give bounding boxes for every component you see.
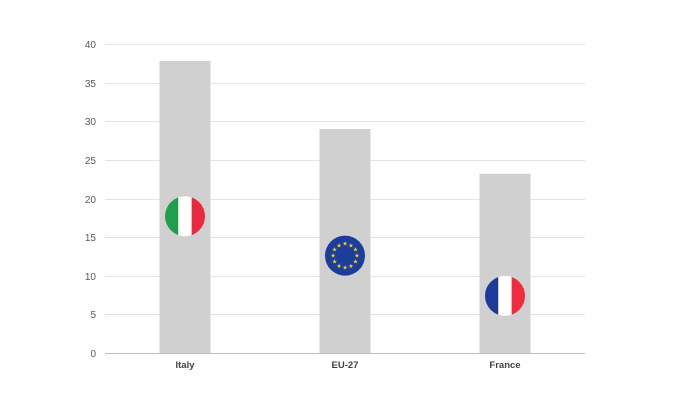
italy-flag-icon — [165, 196, 205, 237]
svg-text:★: ★ — [342, 265, 347, 272]
bars — [159, 60, 531, 354]
svg-text:★: ★ — [332, 259, 337, 266]
bar-france — [479, 173, 531, 353]
y-tick-label: 25 — [85, 156, 97, 167]
svg-text:★: ★ — [330, 253, 335, 260]
y-tick-label: 15 — [85, 233, 97, 244]
eu-flag-icon: ★ ★★★★★★★★★★★ — [325, 235, 365, 276]
y-axis: 0 5 10 15 20 25 30 35 40 — [85, 40, 585, 360]
svg-text:★: ★ — [353, 259, 358, 266]
y-tick-label: 5 — [90, 310, 96, 321]
x-tick-label: France — [489, 360, 520, 371]
y-tick-label: 20 — [85, 195, 97, 206]
y-tick-label: 30 — [85, 117, 97, 128]
svg-text:★: ★ — [354, 253, 359, 260]
flag-markers: ★ ★★★★★★★★★★★ — [165, 196, 525, 316]
y-tick-label: 0 — [90, 349, 96, 360]
svg-text:★: ★ — [336, 242, 341, 249]
x-tick-label: EU-27 — [332, 360, 359, 371]
svg-text:★: ★ — [348, 242, 353, 249]
x-tick-label: Italy — [175, 360, 195, 371]
category-labels: Italy EU-27 France — [175, 360, 520, 371]
svg-text:★: ★ — [353, 247, 358, 254]
svg-text:★: ★ — [342, 241, 347, 248]
y-tick-label: 35 — [85, 79, 97, 90]
france-flag-icon — [485, 275, 525, 316]
svg-text:★: ★ — [336, 263, 341, 270]
svg-text:★: ★ — [348, 263, 353, 270]
y-tick-label: 10 — [85, 272, 97, 283]
y-tick-label: 40 — [85, 40, 97, 51]
svg-text:★: ★ — [332, 247, 337, 254]
